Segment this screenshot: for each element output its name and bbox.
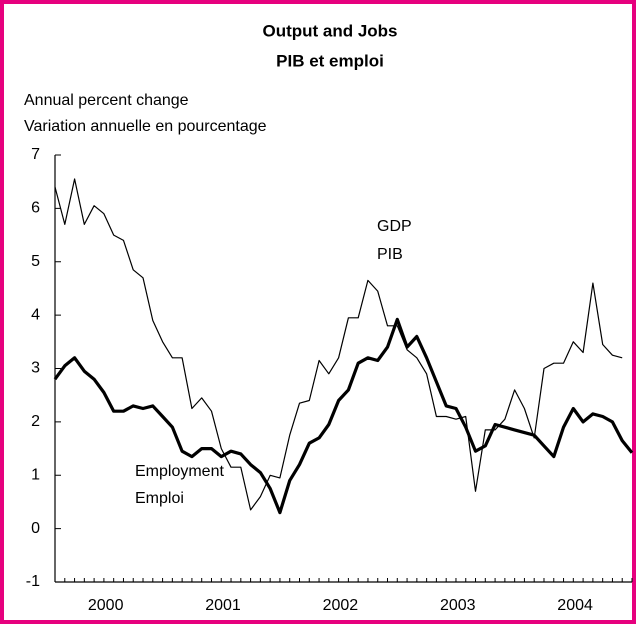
y-tick-label: 2 xyxy=(31,413,40,430)
x-tick-label: 2004 xyxy=(557,597,593,614)
series-label: GDP xyxy=(377,218,412,235)
y-tick-label: -1 xyxy=(26,573,40,590)
y-tick-label: 4 xyxy=(31,306,40,323)
series-line xyxy=(54,178,623,511)
y-tick-label: 5 xyxy=(31,253,40,270)
x-tick-label: 2001 xyxy=(205,597,241,614)
y-tick-label: 7 xyxy=(31,146,40,163)
chart-subtitle: PIB et emploi xyxy=(276,51,384,70)
y-tick-label: 3 xyxy=(31,360,40,377)
x-tick-label: 2002 xyxy=(323,597,359,614)
y-tick-label: 0 xyxy=(31,520,40,537)
x-tick-label: 2003 xyxy=(440,597,476,614)
y-axis-label: Variation annuelle en pourcentage xyxy=(24,118,267,135)
series-line xyxy=(53,317,634,515)
y-axis-label: Annual percent change xyxy=(24,92,189,109)
x-tick-label: 2000 xyxy=(88,597,124,614)
series-label: Employment xyxy=(135,463,224,480)
y-tick-label: 1 xyxy=(31,466,40,483)
y-tick-label: 6 xyxy=(31,200,40,217)
chart-title: Output and Jobs xyxy=(262,21,397,40)
series-label: PIB xyxy=(377,246,403,263)
series-label: Emploi xyxy=(135,490,184,507)
